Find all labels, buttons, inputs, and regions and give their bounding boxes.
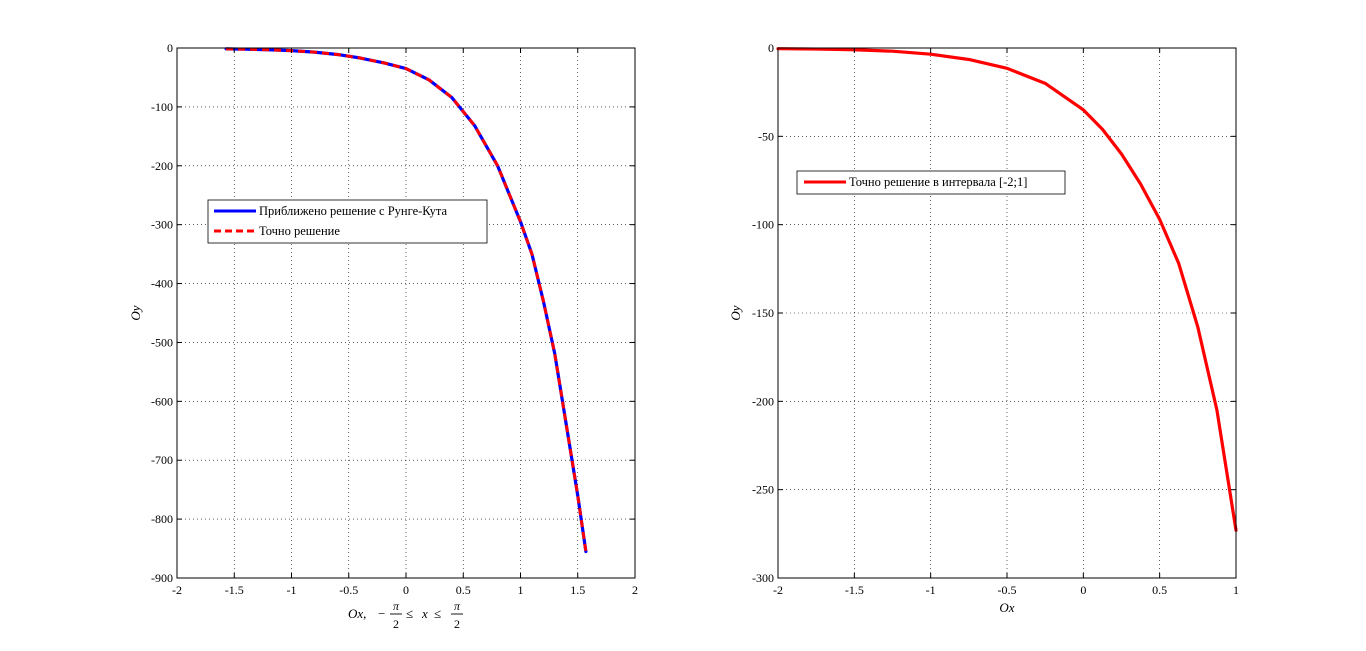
left-x-label-denominator-2: 2: [454, 617, 460, 631]
right-y-tick-labels: 0 -50 -100 -150 -200 -250 -300: [752, 41, 774, 585]
right-x-axis-label: Ox: [999, 600, 1014, 615]
x-tick-label: 2: [632, 583, 638, 597]
left-legend: Приближено решение с Рунге-Кута Точно ре…: [207, 199, 488, 244]
y-tick-label: -500: [151, 335, 173, 349]
right-x-tick-labels: -2 -1.5 -1 -0.5 0 0.5 1: [773, 583, 1239, 597]
y-tick-label: -800: [151, 512, 173, 526]
x-tick-label: 1.5: [570, 583, 585, 597]
x-tick-label: -1: [926, 583, 936, 597]
y-tick-label: -600: [151, 394, 173, 408]
y-tick-label: -250: [752, 483, 774, 497]
right-grid: [778, 48, 1236, 578]
left-axes: -2 -1.5 -1 -0.5 0 0.5 1 1.5 2 0 -100 -200 -300 -400 -…: [128, 41, 638, 631]
y-tick-label: -300: [752, 571, 774, 585]
y-tick-label: -50: [758, 129, 774, 143]
y-tick-label: -100: [151, 100, 173, 114]
y-tick-label: -100: [752, 218, 774, 232]
left-x-label-x: x: [421, 606, 428, 621]
y-tick-label: 0: [167, 41, 173, 55]
left-curves: [224, 47, 588, 554]
left-x-label-numerator-1: π: [393, 599, 400, 613]
left-x-label-leq-1: ≤: [406, 606, 413, 621]
left-legend-box: [207, 199, 488, 244]
x-tick-label: -1: [287, 583, 297, 597]
left-series-exact-dashed: [226, 47, 588, 552]
y-tick-label: 0: [768, 41, 774, 55]
right-legend-box: [796, 170, 1066, 195]
right-legend-label-exact: Точно решение в интервала [-2;1]: [849, 175, 1027, 189]
left-x-label-leq-2: ≤: [434, 606, 441, 621]
x-tick-label: -1.5: [225, 583, 244, 597]
left-x-label-var: Ox,: [348, 606, 366, 621]
x-tick-label: -0.5: [998, 583, 1017, 597]
y-tick-label: -900: [151, 571, 173, 585]
x-tick-label: -0.5: [339, 583, 358, 597]
right-ticks: [777, 47, 1237, 579]
x-tick-label: 0: [403, 583, 409, 597]
y-tick-label: -300: [151, 218, 173, 232]
x-tick-label: -1.5: [845, 583, 864, 597]
left-x-label-denominator-1: 2: [393, 617, 399, 631]
x-tick-label: 0: [1080, 583, 1086, 597]
y-tick-label: -150: [752, 306, 774, 320]
x-tick-label: 0.5: [1152, 583, 1167, 597]
left-x-axis-label: Ox, − π 2 ≤ x ≤ π 2: [348, 599, 463, 631]
x-tick-label: -2: [172, 583, 182, 597]
right-axes: -2 -1.5 -1 -0.5 0 0.5 1 0 -50 -100 -150 -200 -250 -3…: [728, 41, 1239, 615]
right-legend: Точно решение в интервала [-2;1]: [796, 170, 1066, 195]
left-ticks: [176, 47, 636, 579]
left-y-tick-labels: 0 -100 -200 -300 -400 -500 -600 -700 -800 -900: [151, 41, 173, 585]
x-tick-label: 1: [1233, 583, 1239, 597]
right-y-axis-label: Oy: [728, 305, 743, 320]
x-tick-label: -2: [773, 583, 783, 597]
left-legend-label-runge-kutta: Приближено решение с Рунге-Кута: [259, 204, 448, 218]
y-tick-label: -700: [151, 453, 173, 467]
left-y-axis-label: Oy: [128, 305, 143, 320]
y-tick-label: -400: [151, 277, 173, 291]
left-legend-label-exact: Точно решение: [259, 224, 340, 238]
x-tick-label: 1: [518, 583, 524, 597]
left-x-label-minus: −: [378, 606, 385, 621]
y-tick-label: -200: [151, 159, 173, 173]
left-x-tick-labels: -2 -1.5 -1 -0.5 0 0.5 1 1.5 2: [172, 583, 638, 597]
left-x-label-numerator-2: π: [454, 599, 461, 613]
right-series-exact: [776, 47, 1238, 532]
right-curves: [776, 47, 1238, 532]
y-tick-label: -200: [752, 394, 774, 408]
x-tick-label: 0.5: [456, 583, 471, 597]
